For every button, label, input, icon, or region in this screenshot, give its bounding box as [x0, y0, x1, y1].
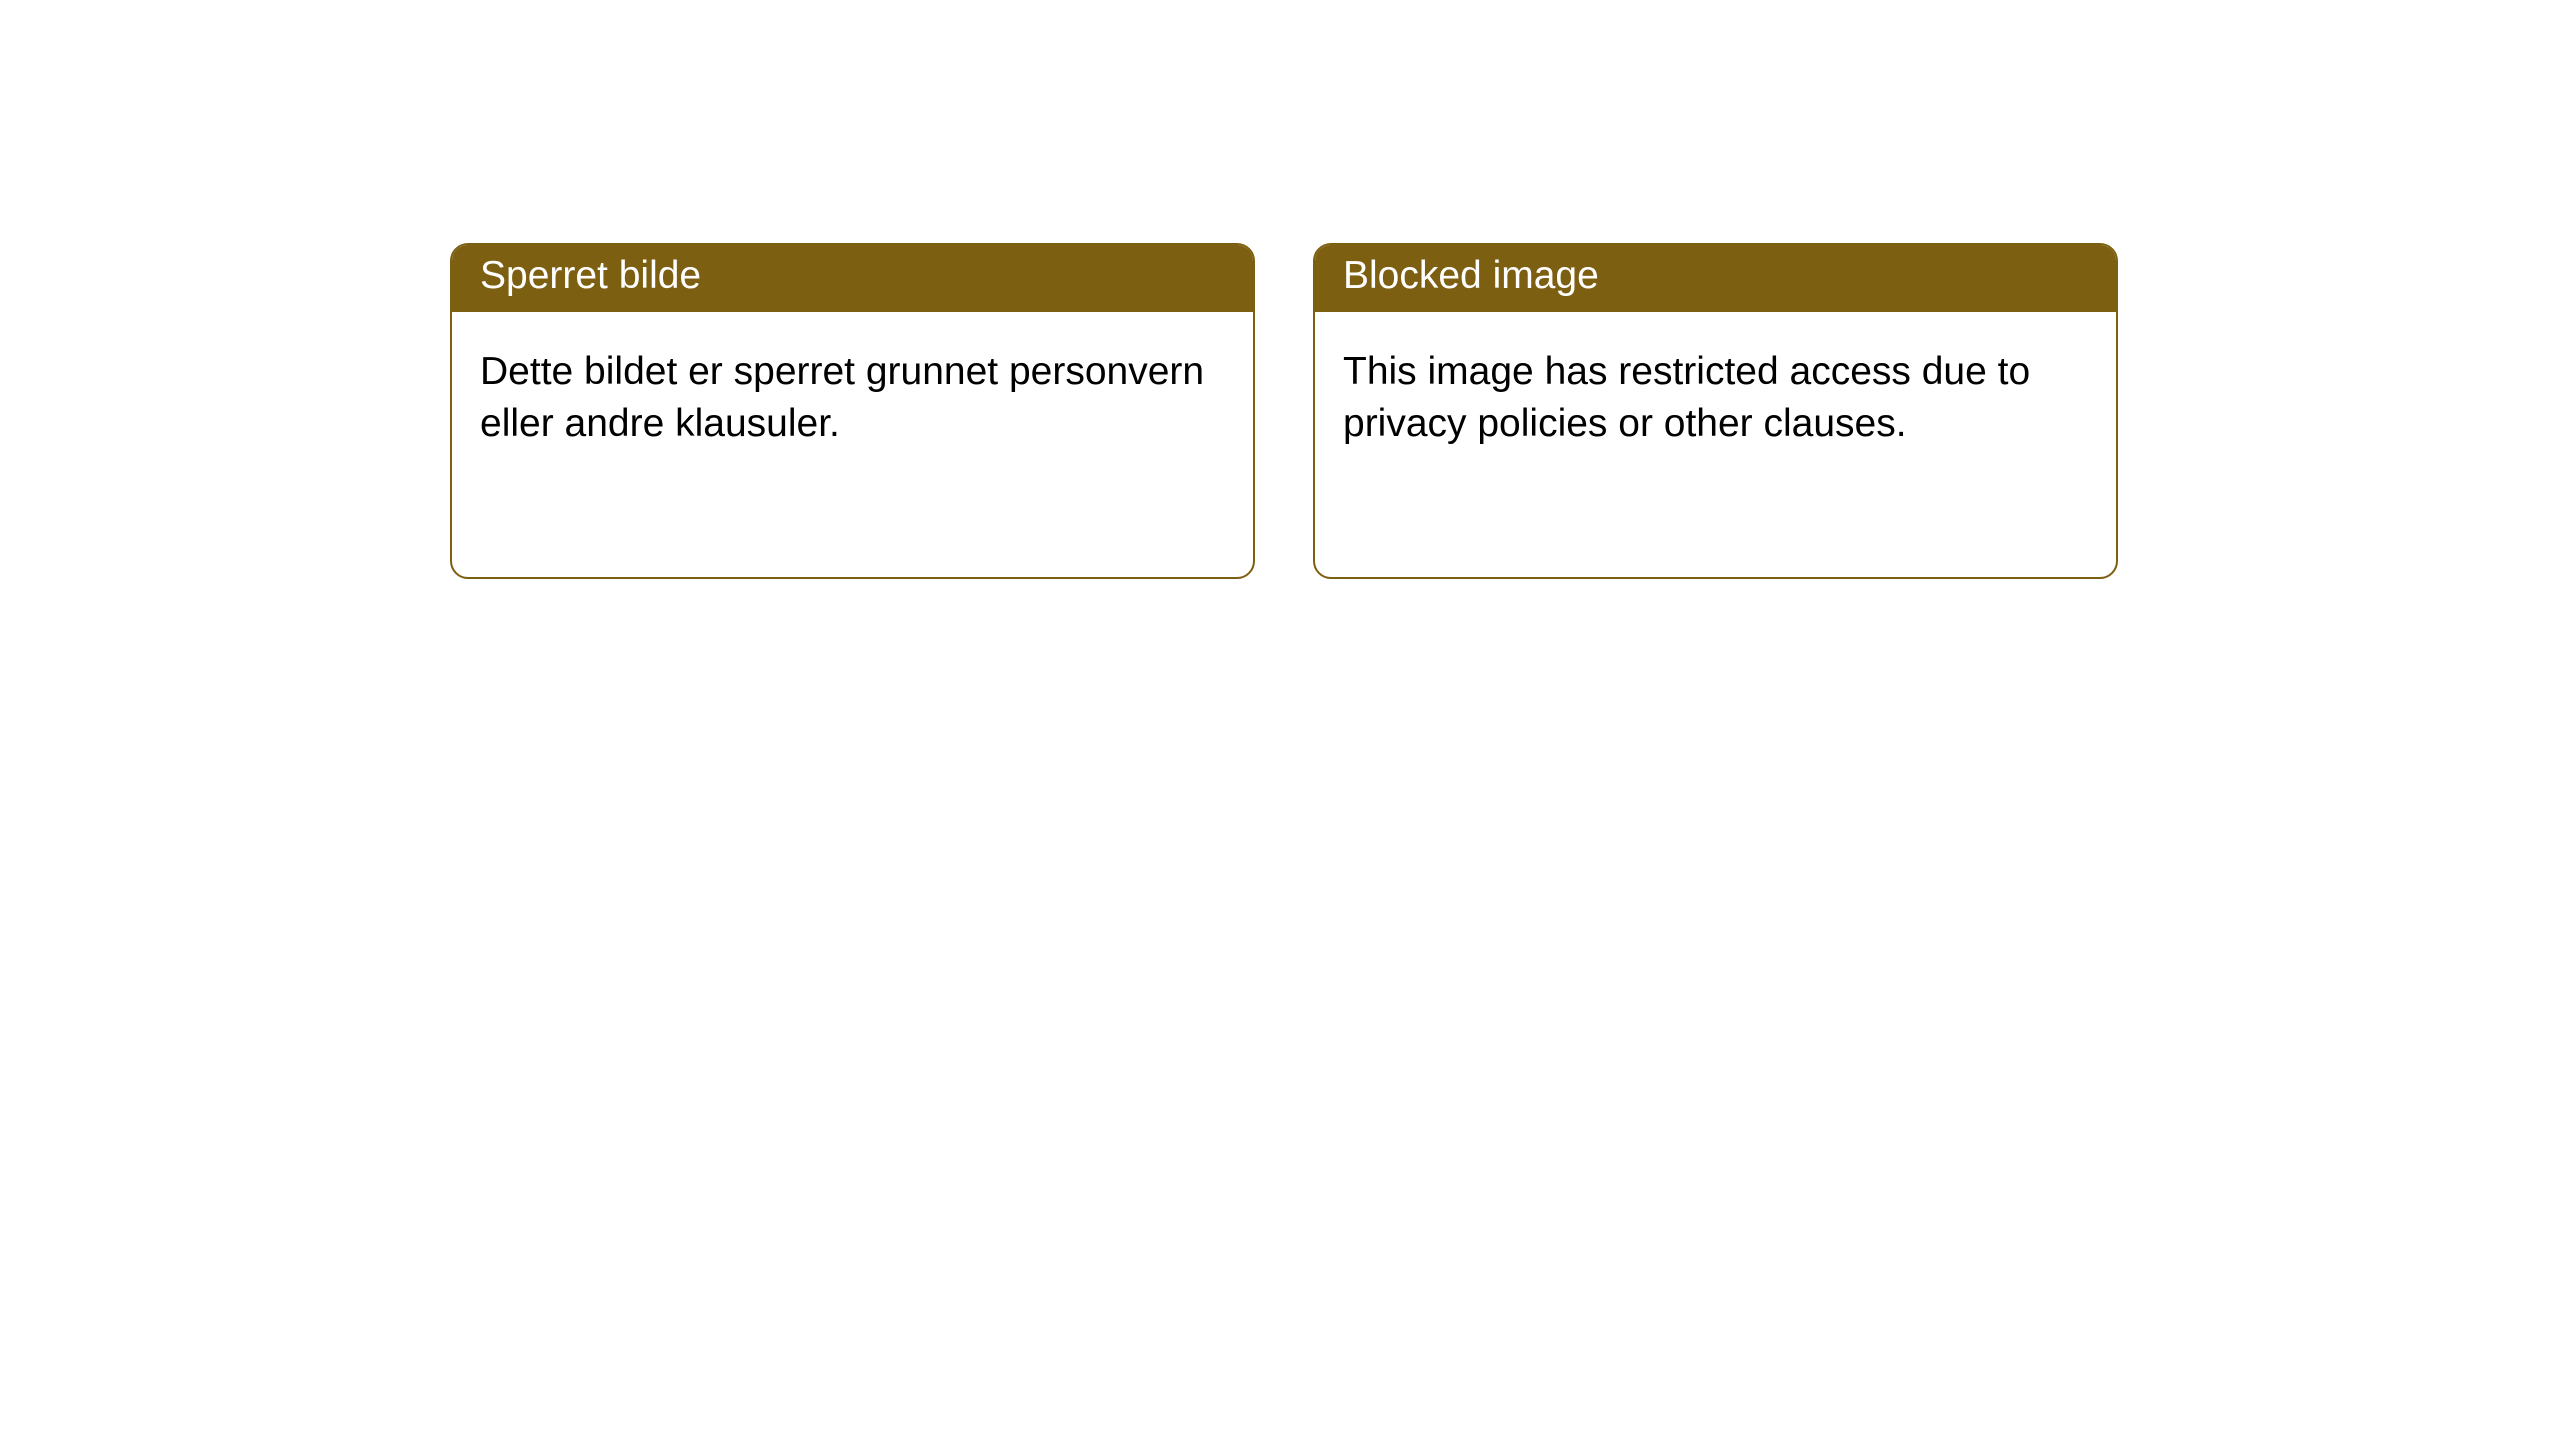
notice-card-english: Blocked image This image has restricted …: [1313, 243, 2118, 579]
card-header-norwegian: Sperret bilde: [452, 245, 1253, 312]
card-body-english: This image has restricted access due to …: [1315, 312, 2116, 485]
notice-cards-container: Sperret bilde Dette bildet er sperret gr…: [450, 243, 2118, 579]
card-header-english: Blocked image: [1315, 245, 2116, 312]
card-body-norwegian: Dette bildet er sperret grunnet personve…: [452, 312, 1253, 485]
notice-card-norwegian: Sperret bilde Dette bildet er sperret gr…: [450, 243, 1255, 579]
